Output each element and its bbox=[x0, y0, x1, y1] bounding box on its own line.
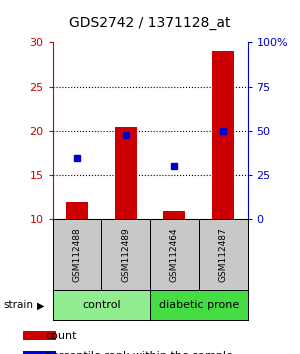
Bar bbox=[199, 219, 248, 290]
Bar bbox=[150, 290, 248, 320]
Text: percentile rank within the sample: percentile rank within the sample bbox=[45, 351, 233, 354]
Bar bbox=[52, 219, 101, 290]
Text: GDS2742 / 1371128_at: GDS2742 / 1371128_at bbox=[69, 16, 231, 30]
Text: ▶: ▶ bbox=[37, 300, 44, 310]
Bar bbox=[23, 351, 56, 354]
Bar bbox=[52, 290, 150, 320]
Text: count: count bbox=[45, 331, 76, 341]
Bar bbox=[150, 219, 199, 290]
Text: GSM112489: GSM112489 bbox=[121, 228, 130, 282]
Text: GSM112464: GSM112464 bbox=[170, 228, 179, 282]
Bar bbox=[66, 202, 88, 219]
Text: strain: strain bbox=[3, 300, 33, 310]
Bar bbox=[212, 51, 234, 219]
Text: control: control bbox=[82, 300, 121, 310]
Bar bbox=[115, 126, 136, 219]
Bar bbox=[23, 331, 56, 340]
Text: GSM112488: GSM112488 bbox=[72, 228, 81, 282]
Text: diabetic prone: diabetic prone bbox=[159, 300, 239, 310]
Bar bbox=[164, 211, 185, 219]
Text: GSM112487: GSM112487 bbox=[219, 228, 228, 282]
Bar bbox=[101, 219, 150, 290]
